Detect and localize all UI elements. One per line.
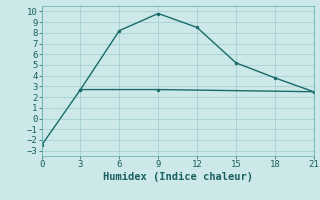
X-axis label: Humidex (Indice chaleur): Humidex (Indice chaleur) xyxy=(103,172,252,182)
